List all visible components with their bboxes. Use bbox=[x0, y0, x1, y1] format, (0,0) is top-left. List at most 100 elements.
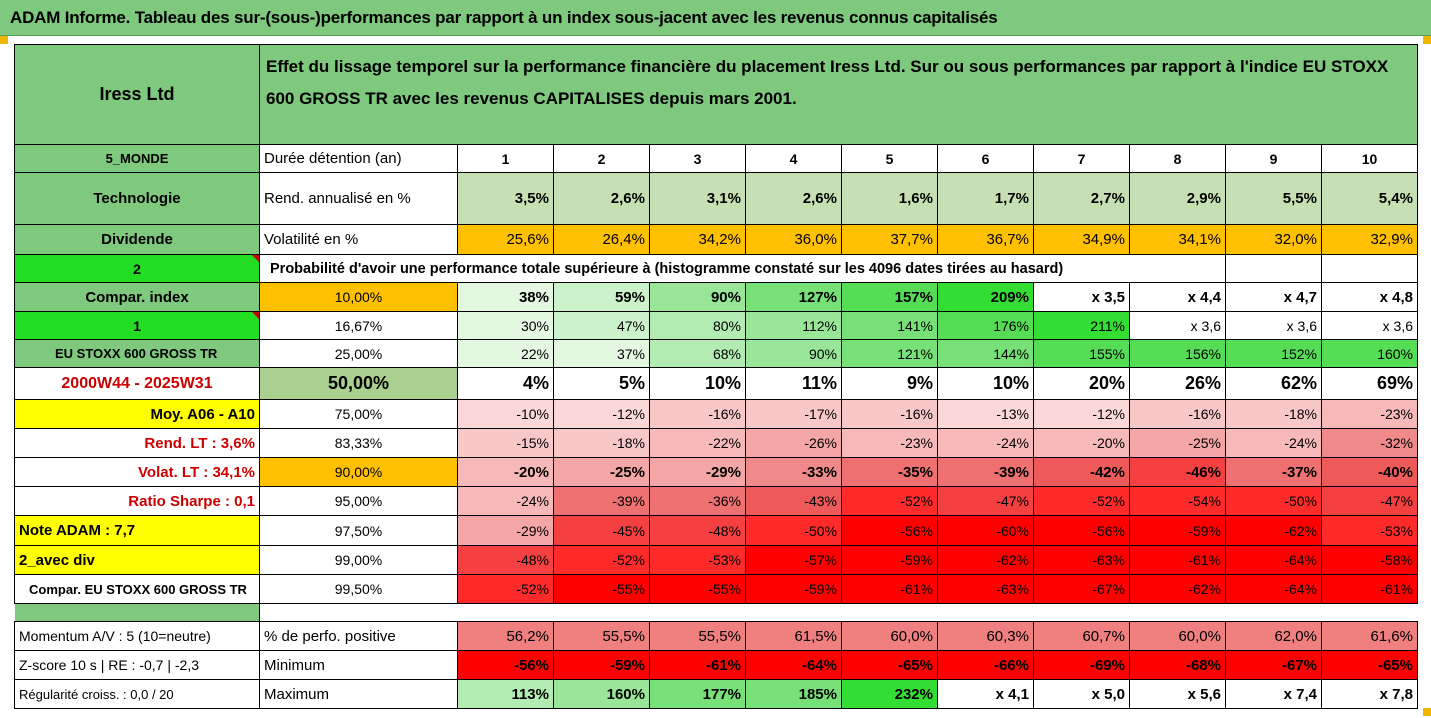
quantile-value: -63% bbox=[1033, 545, 1130, 575]
maximum-value: x 5,0 bbox=[1033, 679, 1130, 709]
volat-value: 36,0% bbox=[745, 224, 842, 255]
quantile-value: 11% bbox=[745, 367, 842, 400]
quantile-label: 75,00% bbox=[259, 399, 458, 429]
sharpe-label: Ratio Sharpe : 0,1 bbox=[14, 486, 260, 516]
quantile-value: -39% bbox=[553, 486, 650, 516]
quantile-value: -39% bbox=[937, 457, 1034, 487]
quantile-value: -25% bbox=[1129, 428, 1226, 458]
quantile-value: 10% bbox=[937, 367, 1034, 400]
quantile-value: 112% bbox=[745, 311, 842, 340]
minimum-value: -65% bbox=[841, 650, 938, 680]
period-label: 2000W44 - 2025W31 bbox=[14, 367, 260, 400]
quantile-label: 25,00% bbox=[259, 339, 458, 368]
maximum-value: x 7,4 bbox=[1225, 679, 1322, 709]
empty-cell bbox=[1321, 254, 1418, 283]
pct-pos-value: 55,5% bbox=[649, 621, 746, 651]
quantile-value: -37% bbox=[1225, 457, 1322, 487]
minimum-value: -68% bbox=[1129, 650, 1226, 680]
maximum-value: 113% bbox=[457, 679, 554, 709]
quantile-value: -59% bbox=[745, 574, 842, 604]
quantile-value: x 4,8 bbox=[1321, 282, 1418, 312]
quantile-value: 5% bbox=[553, 367, 650, 400]
quantile-value: -29% bbox=[457, 515, 554, 546]
maximum-value: 160% bbox=[553, 679, 650, 709]
quantile-value: -24% bbox=[937, 428, 1034, 458]
rend-value: 5,4% bbox=[1321, 172, 1418, 225]
pct-pos-value: 60,3% bbox=[937, 621, 1034, 651]
quantile-value: 80% bbox=[649, 311, 746, 340]
volat-value: 25,6% bbox=[457, 224, 554, 255]
region-label: 5_MONDE bbox=[14, 144, 260, 173]
quantile-label: 16,67% bbox=[259, 311, 458, 340]
spacer-cell bbox=[259, 603, 1418, 622]
quantile-value: -59% bbox=[841, 545, 938, 575]
quantile-value: -22% bbox=[649, 428, 746, 458]
quantile-value: -48% bbox=[649, 515, 746, 546]
quantile-value: -12% bbox=[553, 399, 650, 429]
pct-pos-value: 60,7% bbox=[1033, 621, 1130, 651]
quantile-value: -57% bbox=[745, 545, 842, 575]
rend-value: 1,6% bbox=[841, 172, 938, 225]
quantile-value: -35% bbox=[841, 457, 938, 487]
minimum-value: -64% bbox=[745, 650, 842, 680]
quantile-value: -52% bbox=[457, 574, 554, 604]
quantile-value: x 3,5 bbox=[1033, 282, 1130, 312]
duree-label: Durée détention (an) bbox=[259, 144, 458, 173]
quantile-value: x 3,6 bbox=[1225, 311, 1322, 340]
quantile-value: -59% bbox=[1129, 515, 1226, 546]
quantile-value: -64% bbox=[1225, 574, 1322, 604]
rend-value: 2,6% bbox=[745, 172, 842, 225]
dividend-label: Dividende bbox=[14, 224, 260, 255]
quantile-value: -62% bbox=[1225, 515, 1322, 546]
year-header: 6 bbox=[937, 144, 1034, 173]
quantile-value: -60% bbox=[937, 515, 1034, 546]
quantile-value: -20% bbox=[1033, 428, 1130, 458]
quantile-value: 26% bbox=[1129, 367, 1226, 400]
quantile-value: -54% bbox=[1129, 486, 1226, 516]
quantile-value: -25% bbox=[553, 457, 650, 487]
quantile-value: -23% bbox=[1321, 399, 1418, 429]
minimum-value: -61% bbox=[649, 650, 746, 680]
quantile-value: -52% bbox=[553, 545, 650, 575]
quantile-value: -46% bbox=[1129, 457, 1226, 487]
quantile-value: 211% bbox=[1033, 311, 1130, 340]
quantile-value: -61% bbox=[1129, 545, 1226, 575]
corner-marker bbox=[0, 36, 8, 44]
year-header: 10 bbox=[1321, 144, 1418, 173]
quantile-value: -16% bbox=[649, 399, 746, 429]
quantile-label: 50,00% bbox=[259, 367, 458, 400]
quantile-value: 4% bbox=[457, 367, 554, 400]
prob-caption: Probabilité d'avoir une performance tota… bbox=[259, 254, 1226, 283]
quantile-value: 144% bbox=[937, 339, 1034, 368]
quantile-label: 90,00% bbox=[259, 457, 458, 487]
one-label: 1 bbox=[14, 311, 260, 340]
quantile-value: -24% bbox=[1225, 428, 1322, 458]
two-label: 2 bbox=[14, 254, 260, 283]
title-bar: ADAM Informe. Tableau des sur-(sous-)per… bbox=[0, 0, 1431, 36]
sector-label: Technologie bbox=[14, 172, 260, 225]
quantile-value: -32% bbox=[1321, 428, 1418, 458]
quantile-value: -40% bbox=[1321, 457, 1418, 487]
quantile-value: -36% bbox=[649, 486, 746, 516]
quantile-value: -13% bbox=[937, 399, 1034, 429]
quantile-value: 152% bbox=[1225, 339, 1322, 368]
corner-marker bbox=[1423, 708, 1431, 716]
quantile-value: 90% bbox=[649, 282, 746, 312]
empty-cell bbox=[1225, 254, 1322, 283]
quantile-value: 62% bbox=[1225, 367, 1322, 400]
quantile-value: 160% bbox=[1321, 339, 1418, 368]
compar-eu-label: Compar. EU STOXX 600 GROSS TR bbox=[14, 574, 260, 604]
volat-value: 37,7% bbox=[841, 224, 938, 255]
maximum-value: x 4,1 bbox=[937, 679, 1034, 709]
minimum-value: -65% bbox=[1321, 650, 1418, 680]
minimum-value: -67% bbox=[1225, 650, 1322, 680]
quantile-value: 59% bbox=[553, 282, 650, 312]
quantile-value: -58% bbox=[1321, 545, 1418, 575]
quantile-value: x 4,4 bbox=[1129, 282, 1226, 312]
rend-value: 2,7% bbox=[1033, 172, 1130, 225]
quantile-value: 141% bbox=[841, 311, 938, 340]
quantile-value: -61% bbox=[1321, 574, 1418, 604]
pct-pos-value: 60,0% bbox=[841, 621, 938, 651]
volat-value: 32,9% bbox=[1321, 224, 1418, 255]
quantile-value: 157% bbox=[841, 282, 938, 312]
